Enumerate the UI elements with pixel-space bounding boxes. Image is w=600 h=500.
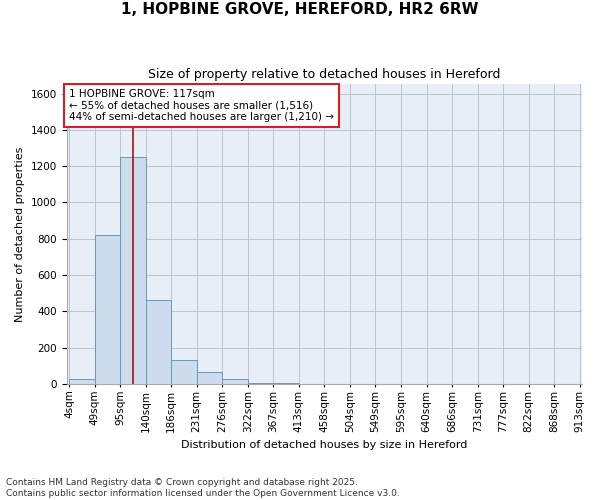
Bar [171,360,197,384]
Text: 1 HOPBINE GROVE: 117sqm
← 55% of detached houses are smaller (1,516)
44% of semi: 1 HOPBINE GROVE: 117sqm ← 55% of detache… [69,89,334,122]
Bar [248,382,274,384]
Bar [146,300,171,384]
Bar [69,380,95,384]
Bar [222,378,248,384]
Text: Contains HM Land Registry data © Crown copyright and database right 2025.
Contai: Contains HM Land Registry data © Crown c… [6,478,400,498]
Bar [120,157,146,384]
X-axis label: Distribution of detached houses by size in Hereford: Distribution of detached houses by size … [181,440,467,450]
Bar [95,235,120,384]
Text: 1, HOPBINE GROVE, HEREFORD, HR2 6RW: 1, HOPBINE GROVE, HEREFORD, HR2 6RW [121,2,479,18]
Bar [197,372,222,384]
Title: Size of property relative to detached houses in Hereford: Size of property relative to detached ho… [148,68,500,80]
Y-axis label: Number of detached properties: Number of detached properties [15,146,25,322]
